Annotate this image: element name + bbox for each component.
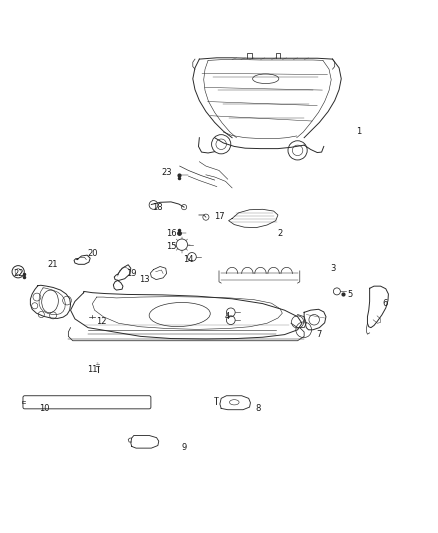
Text: 22: 22 — [13, 269, 23, 278]
Text: 10: 10 — [39, 404, 49, 413]
Text: 21: 21 — [48, 260, 58, 269]
Text: 16: 16 — [166, 229, 176, 238]
Text: 3: 3 — [330, 264, 335, 273]
Text: 1: 1 — [356, 127, 361, 136]
Text: 14: 14 — [183, 255, 194, 264]
Text: 2: 2 — [278, 229, 283, 238]
Text: 8: 8 — [256, 404, 261, 413]
Text: 4: 4 — [225, 312, 230, 321]
Text: 23: 23 — [161, 168, 172, 177]
Text: 13: 13 — [139, 275, 150, 284]
Text: 18: 18 — [152, 203, 163, 212]
Text: 11: 11 — [87, 365, 98, 374]
Text: 9: 9 — [181, 443, 187, 452]
Text: 5: 5 — [347, 290, 353, 300]
Text: 6: 6 — [382, 299, 388, 308]
Text: 12: 12 — [96, 317, 106, 326]
Text: 15: 15 — [166, 243, 176, 252]
Text: 7: 7 — [317, 330, 322, 338]
Text: 20: 20 — [87, 249, 98, 258]
Text: 17: 17 — [214, 212, 224, 221]
Text: 19: 19 — [127, 269, 137, 278]
